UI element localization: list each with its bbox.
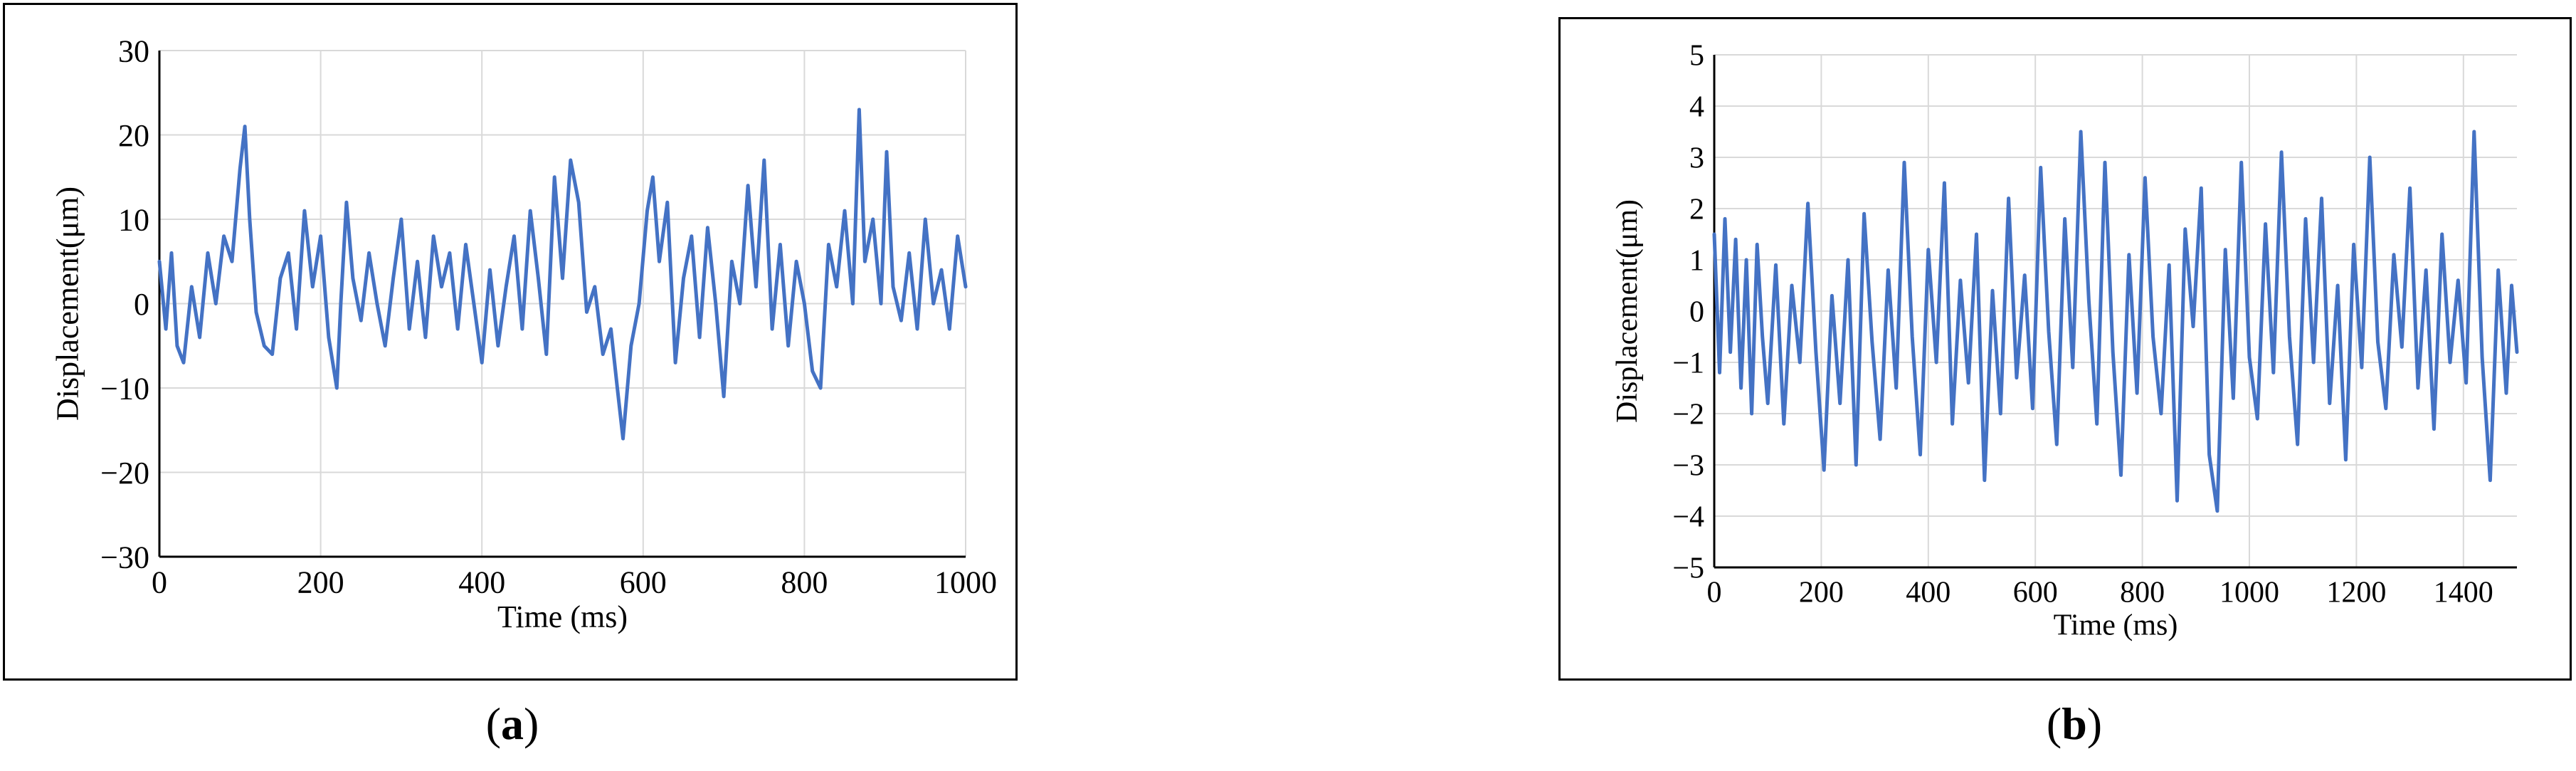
chart-panel-b: 5 4 3 2 1 0 −1 −2 −3 −4 −5 0 200 400 600 800 1000 1200 140… (1558, 17, 2572, 681)
y-tick-label-b: 2 (1689, 194, 1704, 226)
y-tick-label-a: 20 (118, 118, 149, 153)
caption-b-letter: b (2062, 698, 2087, 749)
x-tick-label-b: 1400 (2434, 576, 2493, 609)
y-tick-label-b: −1 (1672, 347, 1704, 380)
caption-a-close: ) (524, 698, 539, 749)
caption-b-open: ( (2046, 698, 2062, 749)
x-tick-label-a: 400 (458, 565, 505, 600)
caption-b: (b) (2003, 698, 2145, 750)
chart-panel-a: 30 20 10 0 −10 −20 −30 0 200 400 600 800 1000 Time (m… (3, 3, 1018, 681)
caption-a: (a) (441, 698, 584, 750)
y-tick-label-b: 4 (1689, 91, 1704, 124)
y-tick-label-b: 5 (1689, 40, 1704, 73)
x-tick-label-b: 0 (1707, 576, 1722, 609)
y-axis-title-b: Displacement(μm) (1611, 199, 1644, 423)
y-tick-label-b: −4 (1672, 501, 1704, 534)
caption-b-close: ) (2086, 698, 2103, 749)
x-tick-label-a: 200 (297, 565, 344, 600)
series-line-b (1712, 130, 2519, 513)
y-tick-label-a: 10 (118, 202, 149, 237)
caption-a-letter: a (501, 698, 524, 749)
x-axis-title-b: Time (ms) (2054, 609, 2178, 642)
y-tick-label-b: 0 (1689, 296, 1704, 329)
x-tick-label-a: 1000 (934, 565, 997, 600)
x-tick-label-b: 400 (1906, 576, 1951, 609)
y-tick-label-b: 3 (1689, 142, 1704, 175)
y-tick-label-b: −3 (1672, 450, 1704, 483)
y-tick-label-b: 1 (1689, 245, 1704, 278)
x-tick-label-b: 1200 (2326, 576, 2386, 609)
x-tick-label-b: 800 (2120, 576, 2165, 609)
caption-a-open: ( (485, 698, 501, 749)
series-line-a (157, 107, 968, 441)
x-tick-label-a: 800 (781, 565, 828, 600)
y-tick-label-a: −30 (100, 540, 149, 575)
x-tick-label-a: 600 (620, 565, 667, 600)
y-tick-label-b: −5 (1672, 552, 1704, 585)
y-axis-title-a: Displacement(μm) (51, 187, 85, 421)
y-tick-label-a: 30 (118, 33, 149, 68)
x-axis-title-a: Time (ms) (497, 599, 628, 634)
x-tick-label-b: 1000 (2219, 576, 2279, 609)
y-tick-label-a: −10 (100, 371, 149, 406)
x-tick-label-a: 0 (152, 565, 167, 600)
x-tick-label-b: 600 (2013, 576, 2058, 609)
x-tick-label-b: 200 (1799, 576, 1844, 609)
y-tick-label-a: −20 (100, 456, 149, 491)
y-tick-label-b: −2 (1672, 399, 1704, 431)
y-tick-label-a: 0 (134, 287, 149, 322)
